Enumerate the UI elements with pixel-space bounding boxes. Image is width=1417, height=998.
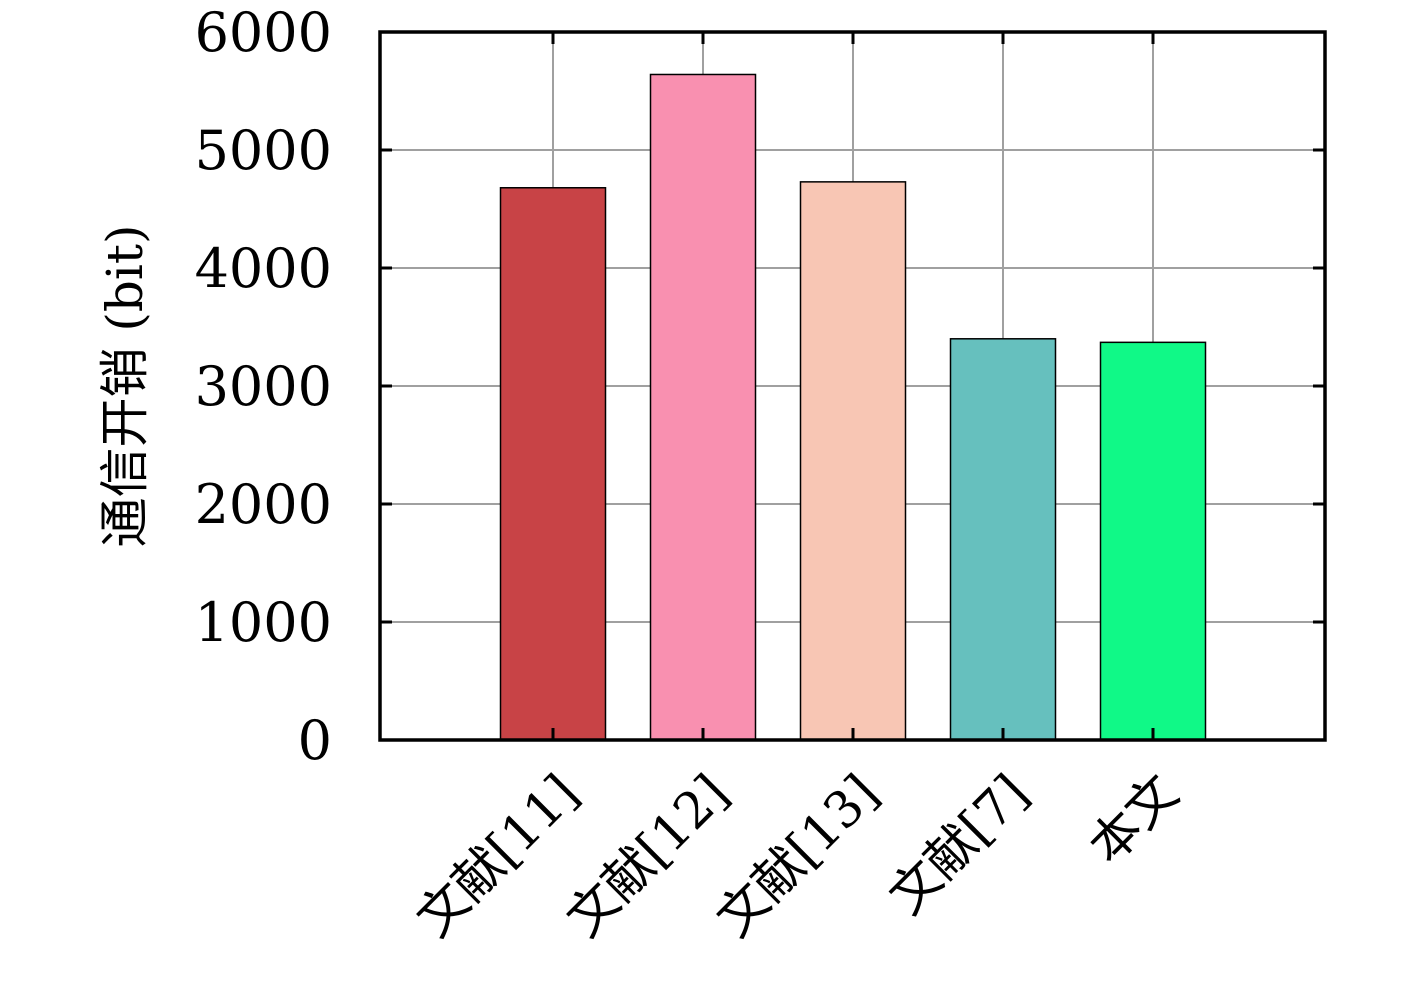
x-category-label: 文献[12] [555, 763, 739, 947]
x-category-label: 本文 [1078, 763, 1190, 875]
y-tick-label: 0 [298, 709, 332, 772]
y-tick-label: 4000 [195, 237, 332, 300]
y-tick-label: 3000 [195, 355, 332, 418]
axis-ticks [380, 30, 1325, 742]
x-category-label: 文献[7] [878, 763, 1040, 925]
bar [649, 73, 757, 741]
x-category-label: 文献[13] [705, 763, 889, 947]
bar [1099, 341, 1207, 741]
bar [799, 181, 907, 741]
x-category-labels: 文献[11]文献[12]文献[13]文献[7] 本文 [405, 763, 1189, 947]
x-category-label: 文献[11] [405, 763, 589, 947]
y-tick-labels: 0 1000 2000 3000 4000 5000 6000 [195, 1, 332, 772]
y-tick-label: 6000 [195, 1, 332, 64]
y-tick-label: 2000 [195, 473, 332, 536]
y-axis-label: 通信开销 (bit) [96, 225, 154, 548]
y-tick-label: 1000 [195, 591, 332, 654]
bar [949, 338, 1057, 741]
y-tick-label: 5000 [195, 119, 332, 182]
bar [499, 187, 607, 741]
